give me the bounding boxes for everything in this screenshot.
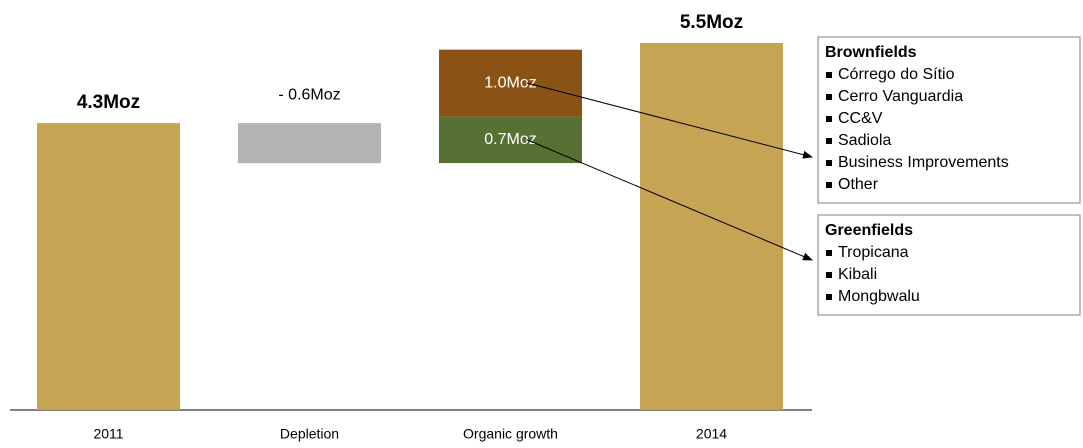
arrow (526, 82, 813, 159)
callout-item: Mongbwalu (838, 288, 920, 305)
x-tick-label: 2014 (696, 426, 727, 442)
bullet (826, 72, 832, 78)
value-label: 1.0Moz (484, 74, 536, 91)
callout-item: Kibali (838, 266, 877, 283)
arrow (526, 139, 813, 261)
callout-item: Other (838, 176, 879, 193)
x-tick-label: 2011 (93, 426, 123, 442)
bar (238, 123, 381, 164)
callout-item: Business Improvements (838, 154, 1009, 171)
callout-title: Greenfields (825, 222, 913, 239)
callout-item: CC&V (838, 110, 883, 127)
bullet (826, 116, 832, 122)
callout-item: Sadiola (838, 132, 891, 149)
bullet (826, 138, 832, 144)
bullet (826, 182, 832, 188)
bullet (826, 160, 832, 166)
x-tick-label: Organic growth (463, 426, 558, 442)
x-tick-label: Depletion (280, 426, 339, 442)
value-label: 5.5Moz (680, 12, 743, 33)
bar (640, 43, 783, 410)
callout-title: Brownfields (825, 44, 917, 61)
bullet (826, 272, 832, 278)
value-label: 4.3Moz (77, 92, 140, 113)
bullet (826, 250, 832, 256)
bar-segment (439, 49, 582, 117)
callout-box (817, 36, 1081, 204)
bar-segment (439, 116, 582, 164)
value-label: 0.7Moz (484, 131, 536, 148)
bullet (826, 294, 832, 300)
callout-item: Córrego do Sítio (838, 66, 955, 83)
bullet (826, 94, 832, 100)
value-label: - 0.6Moz (278, 86, 340, 103)
callout-item: Tropicana (838, 244, 909, 261)
bar (37, 123, 180, 410)
callout-box (817, 214, 1081, 316)
callout-item: Cerro Vanguardia (838, 88, 963, 105)
